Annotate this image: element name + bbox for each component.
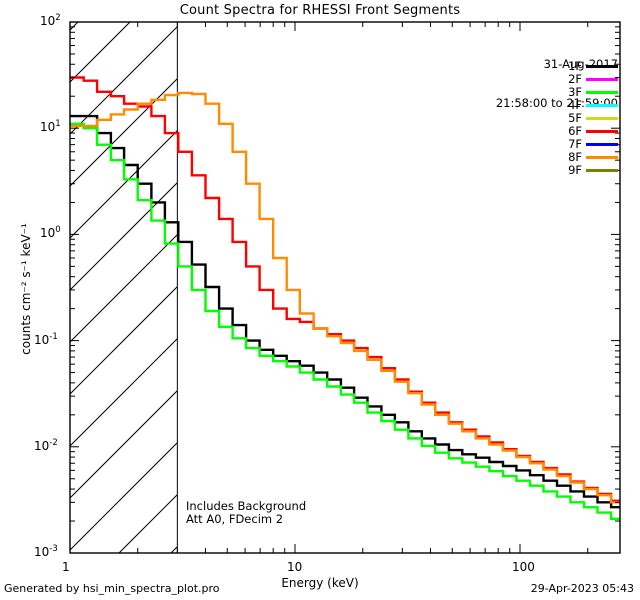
plot-frame (69, 21, 621, 554)
legend-color-swatch (586, 143, 618, 146)
legend-item-4f: 4F (568, 99, 618, 112)
legend-item-label: 1F (568, 59, 582, 73)
y-tick-label: 10-2 (34, 437, 58, 453)
x-tick-label: 1 (62, 560, 70, 574)
legend-item-label: 2F (568, 72, 582, 86)
y-tick-label: 100 (40, 225, 61, 241)
legend-color-swatch (586, 91, 618, 94)
x-tick-label: 10 (287, 560, 303, 574)
legend-item-label: 3F (568, 85, 582, 99)
annotation-includes-background: Includes Background (186, 499, 307, 513)
footer-generated-by: Generated by hsi_min_spectra_plot.pro (4, 582, 220, 595)
legend-color-swatch (586, 117, 618, 120)
legend-color-swatch (586, 78, 618, 81)
series-line-3f (70, 122, 620, 520)
legend-item-1f: 1F (568, 60, 618, 73)
legend-item-9f: 9F (568, 164, 618, 177)
series-line-1f (70, 114, 620, 509)
legend-item-label: 9F (568, 163, 582, 177)
hatch-line (70, 285, 178, 395)
hatch-line (70, 25, 178, 135)
y-axis-label: counts cm⁻² s⁻¹ keV⁻¹ (19, 223, 33, 355)
y-tick-label: 101 (40, 119, 61, 135)
legend-color-swatch (586, 65, 618, 68)
series-line-6f (70, 76, 620, 502)
hatch-line (70, 181, 178, 291)
x-axis-label: Energy (keV) (281, 576, 359, 590)
legend-item-2f: 2F (568, 73, 618, 86)
y-tick-label: 10-1 (34, 331, 58, 347)
hatch-line (70, 129, 178, 239)
legend-color-swatch (586, 156, 618, 159)
y-tick-label: 10-3 (34, 544, 58, 559)
legend-item-8f: 8F (568, 151, 618, 164)
legend-item-3f: 3F (568, 86, 618, 99)
footer-timestamp: 29-Apr-2023 05:43 (530, 582, 634, 595)
series-line-8f (70, 91, 620, 504)
legend-item-label: 8F (568, 150, 582, 164)
legend-color-swatch (586, 130, 618, 133)
observation-interval: 21:58:00 to 21:59:00 (495, 96, 618, 110)
legend: 1F 2F 3F 4F 5F 6F 7F 8F 9F (568, 60, 618, 177)
hatch-line (70, 22, 79, 31)
hatched-region (70, 22, 178, 553)
annotation-attenuator: Att A0, FDecim 2 (186, 512, 284, 526)
legend-item-7f: 7F (568, 138, 618, 151)
legend-item-label: 7F (568, 137, 582, 151)
legend-item-label: 5F (568, 111, 582, 125)
plot-annotations: Includes Background Att A0, FDecim 2 (186, 500, 306, 526)
x-tick-label: 100 (512, 560, 535, 574)
hatch-line (70, 389, 178, 499)
legend-item-label: 4F (568, 98, 582, 112)
page-title: Count Spectra for RHESSI Front Segments (179, 3, 461, 18)
hatch-line (70, 77, 178, 187)
hatch-line (70, 337, 178, 447)
legend-item-label: 6F (568, 124, 582, 138)
legend-color-swatch (586, 104, 618, 107)
legend-color-swatch (586, 169, 618, 172)
legend-item-5f: 5F (568, 112, 618, 125)
hatch-line (70, 233, 178, 343)
hatch-line (70, 441, 178, 551)
y-tick-label: 102 (40, 13, 61, 28)
legend-item-6f: 6F (568, 125, 618, 138)
